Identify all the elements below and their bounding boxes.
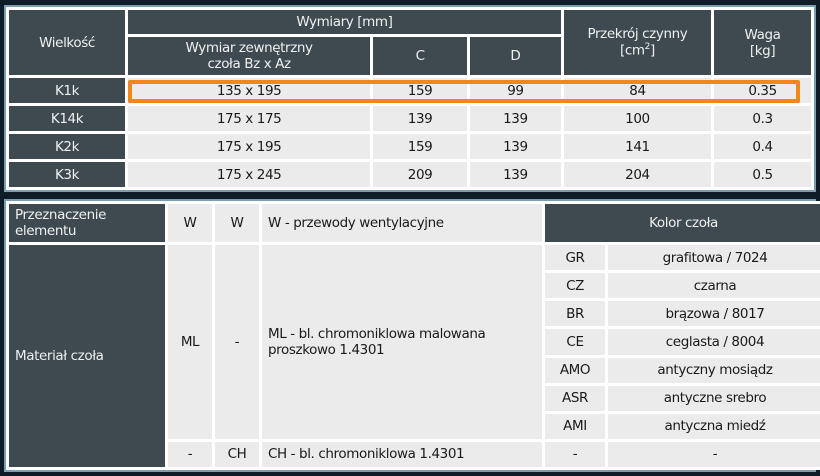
header-c: C	[373, 37, 467, 75]
ml-code: ML	[168, 245, 212, 439]
cell-section: 84	[563, 78, 712, 103]
color-code: CE	[545, 329, 605, 355]
ch-color-code: -	[545, 441, 605, 467]
color-code: AMI	[545, 413, 605, 439]
header-dimensions: Wymiary [mm]	[128, 10, 561, 34]
cell-size: K14k	[9, 106, 126, 131]
color-name: antyczna miedź	[608, 413, 820, 439]
options-table: Przeznaczenie elementu W W W - przewody …	[6, 201, 820, 470]
cell-size: K1k	[9, 78, 126, 103]
purpose-w2: W	[215, 204, 259, 242]
table-row-k14k: K14k 175 x 175 139 139 100 0.3	[9, 106, 811, 131]
header-outer-dimension: Wymiar zewnętrzny czoła Bz x Az	[128, 37, 371, 75]
cell-d: 139	[470, 162, 561, 187]
dimensions-table-frame: Wielkość Wymiary [mm] Przekrój czynny [cm…	[4, 5, 816, 192]
cell-c: 159	[373, 134, 467, 159]
options-table-frame: Przeznaczenie elementu W W W - przewody …	[4, 199, 820, 472]
color-code: ASR	[545, 385, 605, 411]
cell-outer: 135 x 195	[128, 78, 371, 103]
purpose-w1: W	[168, 204, 212, 242]
color-code: BR	[545, 301, 605, 327]
header-weight: Waga [kg]	[714, 10, 811, 75]
ch-code: CH	[215, 441, 259, 467]
header-size: Wielkość	[9, 10, 126, 75]
color-name: grafitowa / 7024	[608, 245, 820, 271]
cell-outer: 175 x 245	[128, 162, 371, 187]
color-code: GR	[545, 245, 605, 271]
cell-size: K2k	[9, 134, 126, 159]
cell-section: 204	[563, 162, 712, 187]
cell-d: 99	[470, 78, 561, 103]
header-d: D	[470, 37, 561, 75]
cell-size: K3k	[9, 162, 126, 187]
table-row-k3k: K3k 175 x 245 209 139 204 0.5	[9, 162, 811, 187]
table-row-k1k: K1k 135 x 195 159 99 84 0.35	[9, 78, 811, 103]
cell-d: 139	[470, 106, 561, 131]
cell-weight: 0.3	[714, 106, 811, 131]
material-label: Materiał czoła	[9, 245, 165, 467]
cell-c: 139	[373, 106, 467, 131]
purpose-label: Przeznaczenie elementu	[9, 204, 165, 242]
cell-d: 139	[470, 134, 561, 159]
color-name: czarna	[608, 273, 820, 299]
color-name: antyczne srebro	[608, 385, 820, 411]
color-name: ceglasta / 8004	[608, 329, 820, 355]
ch-color-name: -	[608, 441, 820, 467]
cell-c: 159	[373, 78, 467, 103]
purpose-desc: W - przewody wentylacyjne	[262, 204, 542, 242]
cell-section: 141	[563, 134, 712, 159]
cell-weight: 0.5	[714, 162, 811, 187]
ml-desc: ML - bl. chromoniklowa malowana proszkowo…	[262, 245, 542, 439]
cell-c: 209	[373, 162, 467, 187]
cell-section: 100	[563, 106, 712, 131]
ml-dash: -	[215, 245, 259, 439]
color-code: AMO	[545, 357, 605, 383]
ch-dash: -	[168, 441, 212, 467]
cell-outer: 175 x 175	[128, 106, 371, 131]
cell-weight: 0.35	[714, 78, 811, 103]
color-name: antyczny mosiądz	[608, 357, 820, 383]
color-header: Kolor czoła	[545, 204, 820, 242]
color-code: CZ	[545, 273, 605, 299]
cell-outer: 175 x 195	[128, 134, 371, 159]
table-row-k2k: K2k 175 x 195 159 139 141 0.4	[9, 134, 811, 159]
color-name: brązowa / 8017	[608, 301, 820, 327]
header-section: Przekrój czynny [cm2]	[563, 10, 712, 75]
cell-weight: 0.4	[714, 134, 811, 159]
ch-desc: CH - bl. chromoniklowa 1.4301	[262, 441, 542, 467]
dimensions-table: Wielkość Wymiary [mm] Przekrój czynny [cm…	[6, 7, 814, 190]
